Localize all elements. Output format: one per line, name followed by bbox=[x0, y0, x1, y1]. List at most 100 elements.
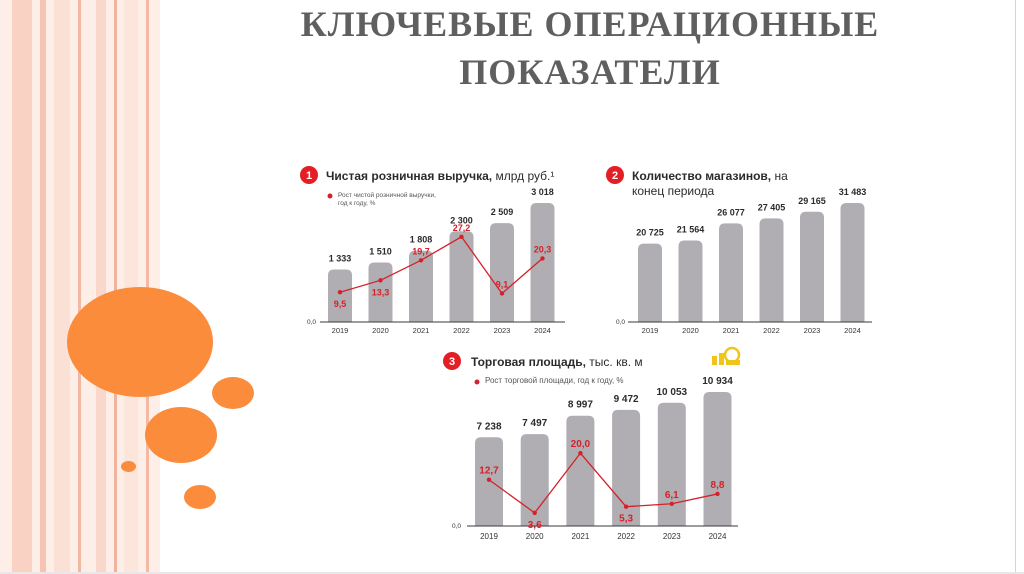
x-tick-label: 2021 bbox=[723, 326, 740, 335]
coins-icon bbox=[719, 353, 724, 365]
growth-line bbox=[339, 235, 543, 295]
bar-value-label: 10 934 bbox=[702, 376, 733, 387]
growth-point bbox=[532, 510, 537, 516]
bar bbox=[759, 218, 784, 322]
bar bbox=[449, 231, 474, 322]
bar-value-label: 2 300 bbox=[450, 215, 473, 225]
bar bbox=[800, 211, 824, 322]
bar-value-label: 7 238 bbox=[476, 421, 501, 432]
legend-label-line2: год к году, % bbox=[338, 200, 376, 207]
chart-title-line2: конец периода bbox=[632, 184, 715, 198]
bar-value-label: 10 053 bbox=[657, 387, 688, 398]
page-title-line1: КЛЮЧЕВЫЕ ОПЕРАЦИОННЫЕ bbox=[300, 4, 880, 44]
divider bbox=[0, 572, 1024, 574]
growth-line bbox=[488, 452, 718, 514]
bar-value-label: 20 725 bbox=[636, 228, 664, 238]
chart-title: Количество магазинов, на bbox=[632, 169, 788, 183]
decorative-circle-small-2 bbox=[184, 485, 216, 509]
bar-value-label: 3 018 bbox=[531, 187, 554, 197]
x-tick-label: 2019 bbox=[642, 326, 659, 335]
growth-point bbox=[486, 477, 492, 482]
bar-value-label: 1 808 bbox=[410, 235, 433, 245]
page-title-line2: ПОКАЗАТЕЛИ bbox=[459, 52, 721, 92]
x-tick-label: 2024 bbox=[844, 326, 861, 335]
bar-value-label: 1 333 bbox=[329, 253, 352, 263]
growth-label: 20,3 bbox=[534, 244, 552, 254]
decorative-circle-large bbox=[67, 287, 213, 397]
bar bbox=[678, 240, 703, 322]
growth-label: 6,1 bbox=[665, 490, 679, 501]
decorative-circle-medium bbox=[145, 407, 217, 463]
legend-label: Рост чистой розничной выручки, bbox=[338, 191, 436, 199]
bar bbox=[490, 223, 514, 322]
growth-point bbox=[715, 491, 720, 497]
x-tick-label: 2021 bbox=[572, 532, 590, 541]
x-tick-label: 2019 bbox=[332, 326, 349, 335]
growth-label: 9,5 bbox=[334, 299, 347, 309]
x-tick-label: 2024 bbox=[534, 326, 551, 335]
coins-icon bbox=[723, 346, 741, 364]
bar-value-label: 1 510 bbox=[369, 246, 392, 256]
x-tick-label: 2020 bbox=[526, 532, 544, 541]
chart-number-label: 1 bbox=[306, 170, 312, 182]
growth-point bbox=[499, 291, 505, 296]
growth-point bbox=[623, 504, 629, 509]
x-tick-label: 2022 bbox=[453, 326, 470, 335]
x-tick-label: 2022 bbox=[617, 532, 635, 541]
bar bbox=[566, 415, 595, 526]
chart-number-label: 2 bbox=[612, 170, 618, 182]
decorative-circle-small bbox=[212, 377, 254, 409]
chart-number-badge bbox=[443, 352, 461, 370]
x-tick-label: 2019 bbox=[480, 532, 498, 541]
chart-title: Чистая розничная выручка, млрд руб.¹ bbox=[326, 169, 554, 183]
bar-value-label: 7 497 bbox=[522, 418, 547, 429]
growth-label: 9,1 bbox=[496, 279, 509, 289]
bar-value-label: 21 564 bbox=[677, 224, 705, 234]
bar bbox=[328, 269, 352, 322]
x-tick-label: 2020 bbox=[682, 326, 699, 335]
chart-title-text: Чистая розничная выручка, bbox=[326, 169, 492, 183]
x-tick-label: 2023 bbox=[663, 532, 681, 541]
bar bbox=[612, 409, 641, 526]
x-tick-label: 2023 bbox=[804, 326, 821, 335]
chart-title-text: Торговая площадь, bbox=[471, 355, 586, 369]
growth-point bbox=[669, 501, 674, 506]
growth-label: 12,7 bbox=[479, 466, 499, 477]
growth-label: 19,7 bbox=[412, 246, 430, 256]
bar-value-label: 2 509 bbox=[491, 207, 514, 217]
bar-value-label: 31 483 bbox=[839, 187, 867, 197]
bar bbox=[409, 250, 433, 322]
x-tick-label: 2022 bbox=[763, 326, 780, 335]
growth-label: 20,0 bbox=[571, 439, 591, 450]
bar-value-label: 9 472 bbox=[614, 394, 639, 405]
chart-title-unit: тыс. кв. м bbox=[586, 355, 643, 369]
growth-point bbox=[337, 290, 343, 295]
chart-title-unit: на bbox=[771, 169, 788, 183]
bar-value-label: 8 997 bbox=[568, 400, 593, 411]
bar-value-label: 29 165 bbox=[798, 196, 826, 206]
growth-label: 13,3 bbox=[372, 287, 390, 297]
coins-icon bbox=[712, 356, 717, 365]
bar-value-label: 27 405 bbox=[758, 202, 786, 212]
coins-icon bbox=[726, 360, 740, 365]
chart-number-badge bbox=[300, 166, 318, 184]
bar bbox=[840, 203, 865, 322]
growth-point bbox=[578, 450, 583, 456]
growth-label: 8,8 bbox=[711, 480, 725, 491]
divider bbox=[1015, 0, 1016, 574]
bar bbox=[638, 243, 662, 322]
growth-point bbox=[459, 234, 464, 239]
chart-title-text: Количество магазинов, bbox=[632, 169, 771, 183]
chart-title-unit: млрд руб.¹ bbox=[492, 169, 554, 183]
growth-point bbox=[378, 278, 383, 283]
bar bbox=[530, 203, 555, 322]
growth-label: 5,3 bbox=[619, 514, 633, 525]
zero-label: 0,0 bbox=[616, 319, 625, 326]
bar bbox=[703, 392, 732, 526]
bar bbox=[719, 223, 743, 322]
x-tick-label: 2024 bbox=[709, 532, 727, 541]
chart-number-label: 3 bbox=[449, 356, 455, 368]
legend-label: Рост торговой площади, год к году, % bbox=[485, 376, 624, 385]
x-tick-label: 2023 bbox=[494, 326, 511, 335]
legend-marker bbox=[474, 379, 480, 385]
